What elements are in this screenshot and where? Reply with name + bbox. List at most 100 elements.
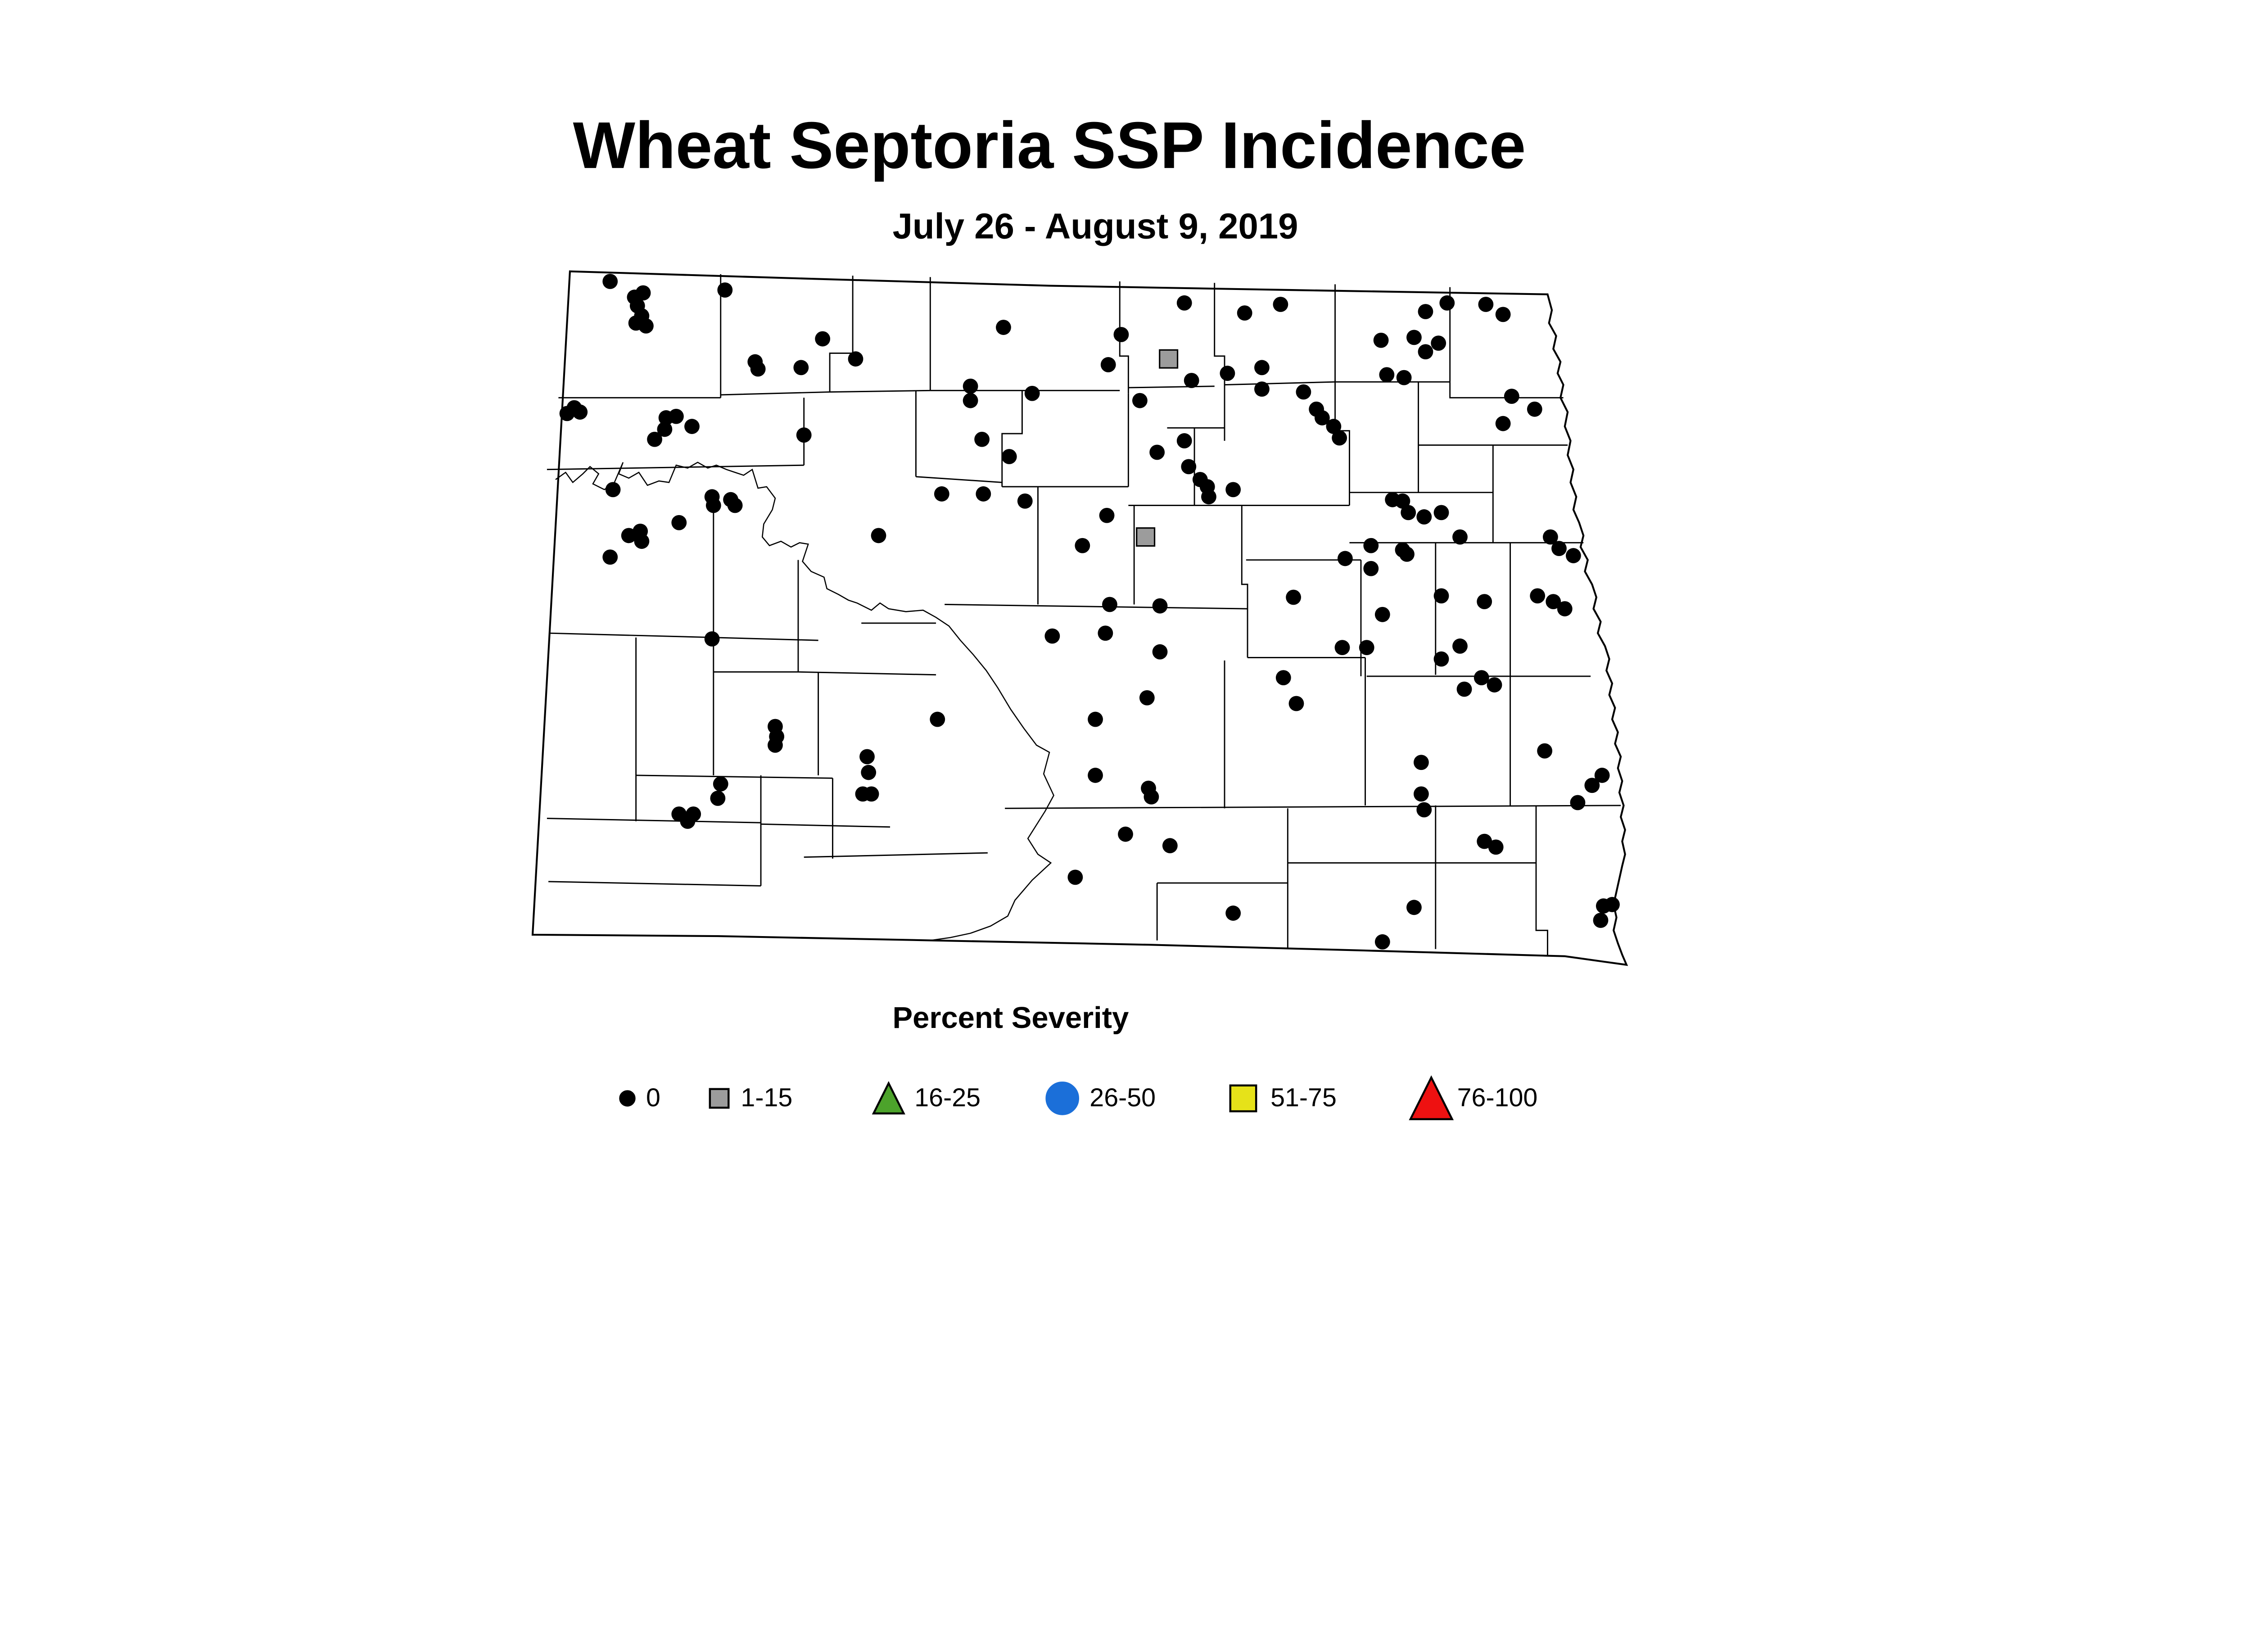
data-point-dot bbox=[1152, 598, 1168, 614]
county-boundary bbox=[1535, 805, 1548, 956]
data-point-dot bbox=[1456, 681, 1472, 697]
legend-item-label: 76-100 bbox=[1457, 1083, 1538, 1112]
data-point-dot bbox=[1452, 529, 1468, 545]
data-point-dot bbox=[1326, 419, 1342, 434]
data-point-dot bbox=[1452, 638, 1468, 654]
data-point-dot bbox=[705, 498, 721, 513]
data-point-dot bbox=[1296, 384, 1311, 400]
data-point-dot bbox=[647, 431, 662, 447]
data-point-dot bbox=[1478, 297, 1494, 312]
data-point-dot bbox=[768, 738, 783, 753]
data-point-dot bbox=[1044, 628, 1060, 644]
county-boundary bbox=[1334, 382, 1350, 506]
data-point-dot bbox=[1176, 433, 1192, 448]
data-point-dot bbox=[1477, 833, 1492, 849]
data-point-dot bbox=[684, 419, 700, 434]
data-point-dot bbox=[974, 431, 990, 447]
data-point-dot bbox=[686, 806, 701, 822]
data-point-dot bbox=[1527, 401, 1542, 417]
county-boundary bbox=[1005, 805, 1621, 809]
data-point-dot bbox=[1413, 786, 1429, 802]
county-boundary bbox=[713, 637, 818, 641]
legend-item-label: 1-15 bbox=[741, 1083, 793, 1112]
data-point-dot bbox=[1605, 897, 1620, 912]
data-point-dot bbox=[1088, 711, 1103, 727]
legend-symbol-square-icon bbox=[1229, 1084, 1257, 1113]
county-boundary bbox=[1119, 281, 1129, 394]
county-boundary bbox=[548, 881, 761, 887]
data-point-dot bbox=[1220, 366, 1235, 381]
data-point-dot bbox=[1184, 373, 1199, 388]
data-point-dot bbox=[1225, 482, 1241, 498]
data-point-dot bbox=[1118, 826, 1133, 842]
data-point-dot bbox=[1546, 594, 1561, 609]
data-point-dot bbox=[559, 406, 575, 421]
legend-symbol-dot-icon bbox=[619, 1090, 636, 1107]
data-point-dot bbox=[1593, 913, 1609, 928]
data-point-dot bbox=[1433, 651, 1449, 667]
page-title: Wheat Septoria SSP Incidence bbox=[573, 108, 1526, 182]
river-line bbox=[555, 462, 1054, 941]
data-point-dot bbox=[1374, 934, 1390, 950]
data-point-dot bbox=[863, 786, 879, 802]
data-point-dot bbox=[1176, 295, 1192, 311]
data-point-dot bbox=[1396, 370, 1412, 385]
data-point-dot bbox=[750, 361, 766, 377]
data-point-dot bbox=[1474, 670, 1489, 686]
county-boundary bbox=[720, 389, 931, 396]
data-point-dot bbox=[1100, 357, 1116, 372]
data-point-dot bbox=[1001, 449, 1017, 464]
data-point-dot bbox=[1144, 789, 1159, 805]
data-point-dot bbox=[861, 765, 877, 780]
data-point-dot bbox=[1416, 802, 1432, 818]
page-subtitle: July 26 - August 9, 2019 bbox=[892, 207, 1298, 247]
data-point-dot bbox=[1570, 795, 1586, 810]
data-point-dot bbox=[1565, 548, 1581, 563]
data-point-dot bbox=[1477, 594, 1492, 609]
data-point-dot bbox=[1413, 755, 1429, 770]
data-point-dot bbox=[1113, 327, 1129, 342]
data-point-dot bbox=[634, 534, 650, 549]
data-point-dot bbox=[572, 404, 588, 420]
data-point-dot bbox=[1584, 778, 1600, 793]
data-point-dot bbox=[1433, 505, 1449, 520]
data-point-dot bbox=[717, 282, 733, 298]
data-point-dot bbox=[1098, 625, 1113, 641]
data-point-dot bbox=[1363, 538, 1379, 553]
data-point-dot bbox=[963, 378, 978, 394]
data-point-dot bbox=[1254, 381, 1270, 397]
data-point-dot bbox=[1162, 838, 1178, 854]
data-point-dot bbox=[1332, 430, 1347, 446]
data-point-dot bbox=[671, 515, 687, 530]
data-point-dot bbox=[1237, 305, 1252, 321]
data-point-dot bbox=[1395, 493, 1410, 509]
data-point-dot bbox=[1495, 416, 1511, 431]
legend-symbol-circle-icon bbox=[1045, 1082, 1080, 1115]
data-point-dot bbox=[727, 498, 743, 513]
page: Wheat Septoria SSP Incidence July 26 - A… bbox=[531, 108, 1628, 1120]
data-point-dot bbox=[1024, 385, 1040, 401]
data-point-dot bbox=[1286, 589, 1301, 605]
legend-item-label: 0 bbox=[646, 1083, 660, 1112]
data-point-dot bbox=[1102, 597, 1117, 612]
data-point-square bbox=[1136, 527, 1156, 547]
legend-symbol-triangle-icon bbox=[1409, 1075, 1454, 1120]
data-point-dot bbox=[1225, 905, 1241, 921]
data-point-dot bbox=[1594, 768, 1610, 783]
legend-item-label: 26-50 bbox=[1089, 1083, 1156, 1112]
county-boundary bbox=[798, 671, 936, 676]
data-point-dot bbox=[1275, 670, 1291, 686]
data-point-dot bbox=[859, 749, 875, 765]
data-point-dot bbox=[1273, 297, 1288, 312]
data-point-dot bbox=[1406, 900, 1422, 915]
data-point-dot bbox=[1099, 507, 1115, 523]
data-point-dot bbox=[1551, 541, 1567, 557]
data-point-dot bbox=[1254, 360, 1270, 376]
data-point-dot bbox=[1337, 551, 1353, 566]
legend-symbol-triangle-icon bbox=[872, 1081, 905, 1115]
data-point-dot bbox=[1067, 869, 1083, 885]
data-point-dot bbox=[1504, 389, 1519, 404]
data-point-dot bbox=[1379, 367, 1395, 383]
data-point-dot bbox=[1374, 606, 1390, 622]
county-boundary bbox=[1241, 505, 1248, 658]
